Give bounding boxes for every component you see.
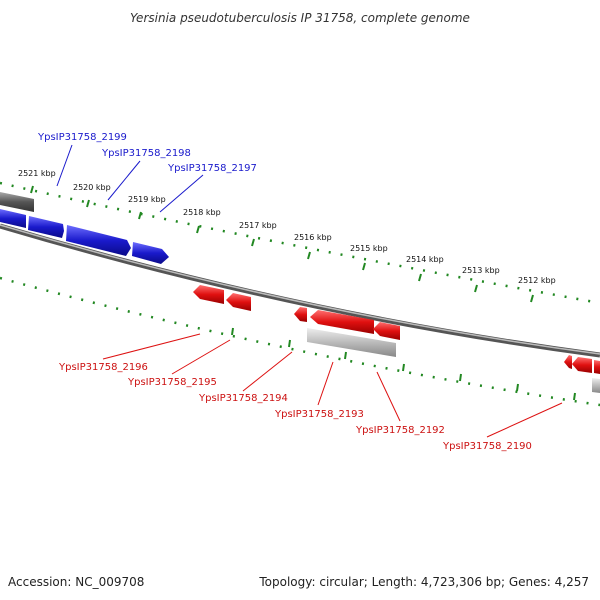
callout-line-2190: [486, 402, 563, 438]
gene-YpsIP31758_2196[interactable]: [193, 285, 224, 304]
scale-label: 2519 kbp: [128, 195, 166, 204]
scale-label: 2515 kbp: [350, 244, 388, 253]
gene-edge-fragment[interactable]: [594, 360, 600, 374]
gene-YpsIP31758_2192[interactable]: [373, 322, 400, 340]
scale-ring-outer: [0, 181, 600, 305]
tick-2520: [86, 199, 90, 208]
tick-2514: [418, 273, 422, 282]
forward-callouts: [56, 144, 204, 213]
gene-label-YpsIP31758_2194[interactable]: YpsIP31758_2194: [198, 393, 288, 404]
callout-line-2197: [159, 174, 204, 213]
grey-feature: [307, 328, 396, 357]
gene-YpsIP31758_2199[interactable]: [0, 209, 26, 228]
scale-label: 2521 kbp: [18, 169, 56, 178]
scale-label: 2517 kbp: [239, 221, 277, 230]
major-ticks: [30, 185, 576, 401]
forward-genes[interactable]: [0, 209, 169, 264]
gene-YpsIP31758_2191[interactable]: [564, 355, 572, 369]
scale-ring-inner: [0, 276, 600, 407]
callout-line-2198: [107, 160, 141, 201]
gene-YpsIP31758_2195[interactable]: [226, 293, 251, 311]
gene-YpsIP31758_2193[interactable]: [310, 310, 374, 334]
tick-2512: [530, 294, 534, 303]
callout-line-2199: [56, 144, 73, 187]
scale-label: 2514 kbp: [406, 255, 444, 264]
grey-feature-right: [592, 378, 600, 393]
scale-label: 2513 kbp: [462, 266, 500, 275]
tick-inner-5: [459, 373, 462, 382]
tick-2513: [474, 284, 478, 293]
scale-label: 2520 kbp: [73, 183, 111, 192]
gene-YpsIP31758_2190[interactable]: [572, 357, 592, 373]
gene-label-YpsIP31758_2196[interactable]: YpsIP31758_2196: [58, 362, 148, 373]
scale-label: 2518 kbp: [183, 208, 221, 217]
tick-inner-2: [288, 339, 291, 348]
tick-inner-3: [344, 351, 347, 360]
scale-labels: 2521 kbp 2520 kbp 2519 kbp 2518 kbp 2517…: [18, 169, 556, 285]
tick-2521: [30, 185, 34, 194]
callout-line-2193: [317, 361, 334, 406]
tick-2519: [138, 211, 142, 220]
tick-2518: [196, 225, 200, 234]
tick-2515: [362, 262, 366, 271]
scale-label: 2512 kbp: [518, 276, 556, 285]
accession-text: Accession: NC_009708: [8, 575, 145, 589]
gene-label-YpsIP31758_2199[interactable]: YpsIP31758_2199: [37, 132, 127, 143]
genome-backbone-highlight: [0, 224, 600, 355]
tick-2516: [307, 251, 311, 260]
gene-label-YpsIP31758_2198[interactable]: YpsIP31758_2198: [101, 148, 191, 159]
map-title: Yersinia pseudotuberculosis IP 31758, co…: [130, 11, 470, 25]
tick-inner-1: [231, 327, 234, 336]
grey-feature-outer: [0, 192, 34, 212]
gene-YpsIP31758_2198[interactable]: [28, 216, 64, 238]
gene-label-YpsIP31758_2197[interactable]: YpsIP31758_2197: [167, 163, 257, 174]
gene-label-YpsIP31758_2195[interactable]: YpsIP31758_2195: [127, 377, 217, 388]
gene-label-YpsIP31758_2190[interactable]: YpsIP31758_2190: [442, 441, 532, 452]
gene-YpsIP31758_2194[interactable]: [294, 307, 307, 322]
genome-summary-text: Topology: circular; Length: 4,723,306 bp…: [259, 575, 589, 589]
reverse-genes[interactable]: [193, 285, 600, 374]
callout-line-2192: [376, 371, 401, 422]
tick-inner-4: [402, 363, 405, 372]
gene-label-YpsIP31758_2193[interactable]: YpsIP31758_2193: [274, 409, 364, 420]
gene-YpsIP31758_2196-fwd[interactable]: [132, 242, 169, 264]
gene-label-YpsIP31758_2192[interactable]: YpsIP31758_2192: [355, 425, 445, 436]
reverse-callouts: [102, 333, 563, 438]
tick-inner-7: [573, 392, 576, 401]
genome-backbone: [0, 223, 600, 358]
callout-line-2194: [242, 351, 293, 392]
scale-label: 2516 kbp: [294, 233, 332, 242]
gene-YpsIP31758_2197[interactable]: [66, 225, 131, 256]
tick-2517: [251, 238, 255, 247]
callout-line-2196: [102, 333, 201, 360]
tick-inner-6: [516, 383, 519, 392]
callout-line-2195: [171, 339, 231, 375]
